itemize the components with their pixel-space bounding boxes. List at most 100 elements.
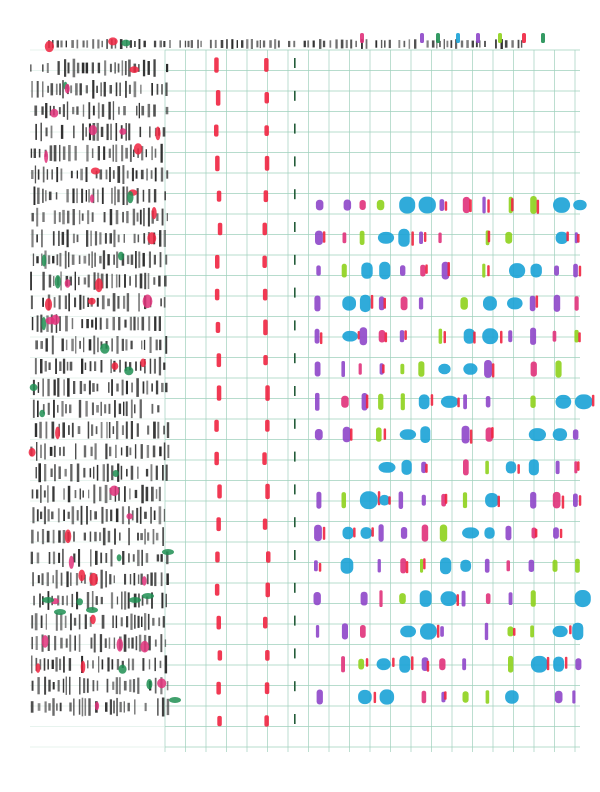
color-accent-dot xyxy=(126,513,133,520)
color-dash xyxy=(505,525,512,541)
color-dash xyxy=(399,330,405,343)
ink-stroke xyxy=(87,210,90,225)
ink-stroke xyxy=(42,271,45,291)
ink-stroke xyxy=(116,659,120,670)
ink-stroke xyxy=(154,167,157,182)
ink-stroke xyxy=(37,703,41,711)
ink-stroke xyxy=(113,254,115,265)
dark-dash xyxy=(294,714,296,724)
ink-stroke xyxy=(134,41,136,47)
ink-stroke xyxy=(220,40,224,48)
ink-stroke xyxy=(79,294,82,310)
green-smear xyxy=(42,597,54,603)
color-dash xyxy=(421,690,427,704)
color-dash xyxy=(483,296,497,311)
ink-stroke xyxy=(50,468,53,477)
ink-stroke xyxy=(86,40,89,48)
ink-stroke xyxy=(166,213,168,222)
ink-stroke xyxy=(123,401,125,416)
ink-stroke xyxy=(30,64,32,72)
ink-stroke xyxy=(129,276,131,286)
color-dash xyxy=(574,461,578,474)
ink-stroke xyxy=(92,105,95,116)
color-dash xyxy=(572,429,579,440)
ink-stroke xyxy=(66,361,69,371)
ink-stroke xyxy=(68,658,72,671)
ink-stroke xyxy=(114,62,116,74)
ink-stroke xyxy=(99,317,102,330)
ink-stroke xyxy=(69,634,72,652)
color-dash xyxy=(360,591,368,606)
ink-stroke xyxy=(161,382,164,393)
color-dash xyxy=(485,690,490,704)
ink-stroke xyxy=(110,509,113,522)
ink-stroke xyxy=(92,383,95,392)
ink-stroke xyxy=(145,486,149,502)
ink-stroke xyxy=(138,39,141,49)
ink-stroke xyxy=(57,378,60,397)
color-accent-dot xyxy=(90,167,100,175)
ink-stroke xyxy=(121,379,124,396)
ink-stroke xyxy=(134,404,136,414)
color-dash xyxy=(359,327,368,346)
ink-stroke xyxy=(116,336,119,354)
ink-stroke xyxy=(32,507,35,524)
ink-stroke xyxy=(45,190,47,202)
ink-stroke xyxy=(116,383,119,392)
ink-stroke xyxy=(113,700,115,714)
ink-stroke xyxy=(142,381,145,394)
ink-stroke xyxy=(49,105,52,116)
ink-stroke xyxy=(500,39,503,49)
ink-stroke xyxy=(117,166,121,183)
color-dash xyxy=(484,558,490,573)
color-dash xyxy=(508,330,513,343)
ink-stroke xyxy=(137,615,140,628)
ink-stroke xyxy=(151,146,153,161)
red-dash xyxy=(265,650,270,661)
ink-stroke xyxy=(73,698,75,716)
ink-stroke xyxy=(109,167,111,182)
ink-stroke xyxy=(128,527,130,546)
ink-stroke xyxy=(166,170,169,179)
red-tick xyxy=(444,201,448,211)
ink-stroke xyxy=(520,40,523,48)
ink-stroke xyxy=(129,447,132,456)
ink-stroke xyxy=(76,188,78,204)
ink-stroke xyxy=(90,637,93,649)
color-dash xyxy=(462,658,467,671)
ink-stroke xyxy=(99,486,102,502)
color-dash xyxy=(438,232,442,244)
color-dash xyxy=(419,231,423,244)
ink-stroke xyxy=(119,677,121,695)
ink-stroke xyxy=(37,677,40,695)
ink-stroke xyxy=(40,444,42,459)
ink-stroke xyxy=(85,400,88,417)
red-dash xyxy=(214,288,220,301)
color-dash xyxy=(438,363,451,375)
ink-stroke xyxy=(158,356,162,376)
ink-stroke xyxy=(117,63,120,73)
ink-stroke xyxy=(115,123,118,141)
ink-stroke xyxy=(88,339,92,351)
ink-stroke xyxy=(160,167,164,182)
ink-stroke xyxy=(52,255,55,264)
ink-stroke xyxy=(140,169,144,180)
ink-stroke xyxy=(47,85,49,93)
color-dash xyxy=(341,395,349,408)
ink-stroke xyxy=(154,677,157,694)
ink-stroke xyxy=(138,102,140,119)
ink-stroke xyxy=(94,231,98,246)
color-dash xyxy=(359,200,366,210)
ink-stroke xyxy=(155,532,159,541)
color-dash xyxy=(314,328,320,344)
ink-stroke xyxy=(31,212,34,222)
ink-stroke xyxy=(31,680,34,691)
ink-stroke xyxy=(78,399,82,418)
ink-stroke xyxy=(93,272,96,290)
red-tick xyxy=(411,656,414,671)
ink-stroke xyxy=(137,549,140,567)
color-dash xyxy=(462,492,468,509)
color-dash xyxy=(314,361,321,377)
red-dash xyxy=(265,582,270,598)
ink-stroke xyxy=(165,82,168,96)
